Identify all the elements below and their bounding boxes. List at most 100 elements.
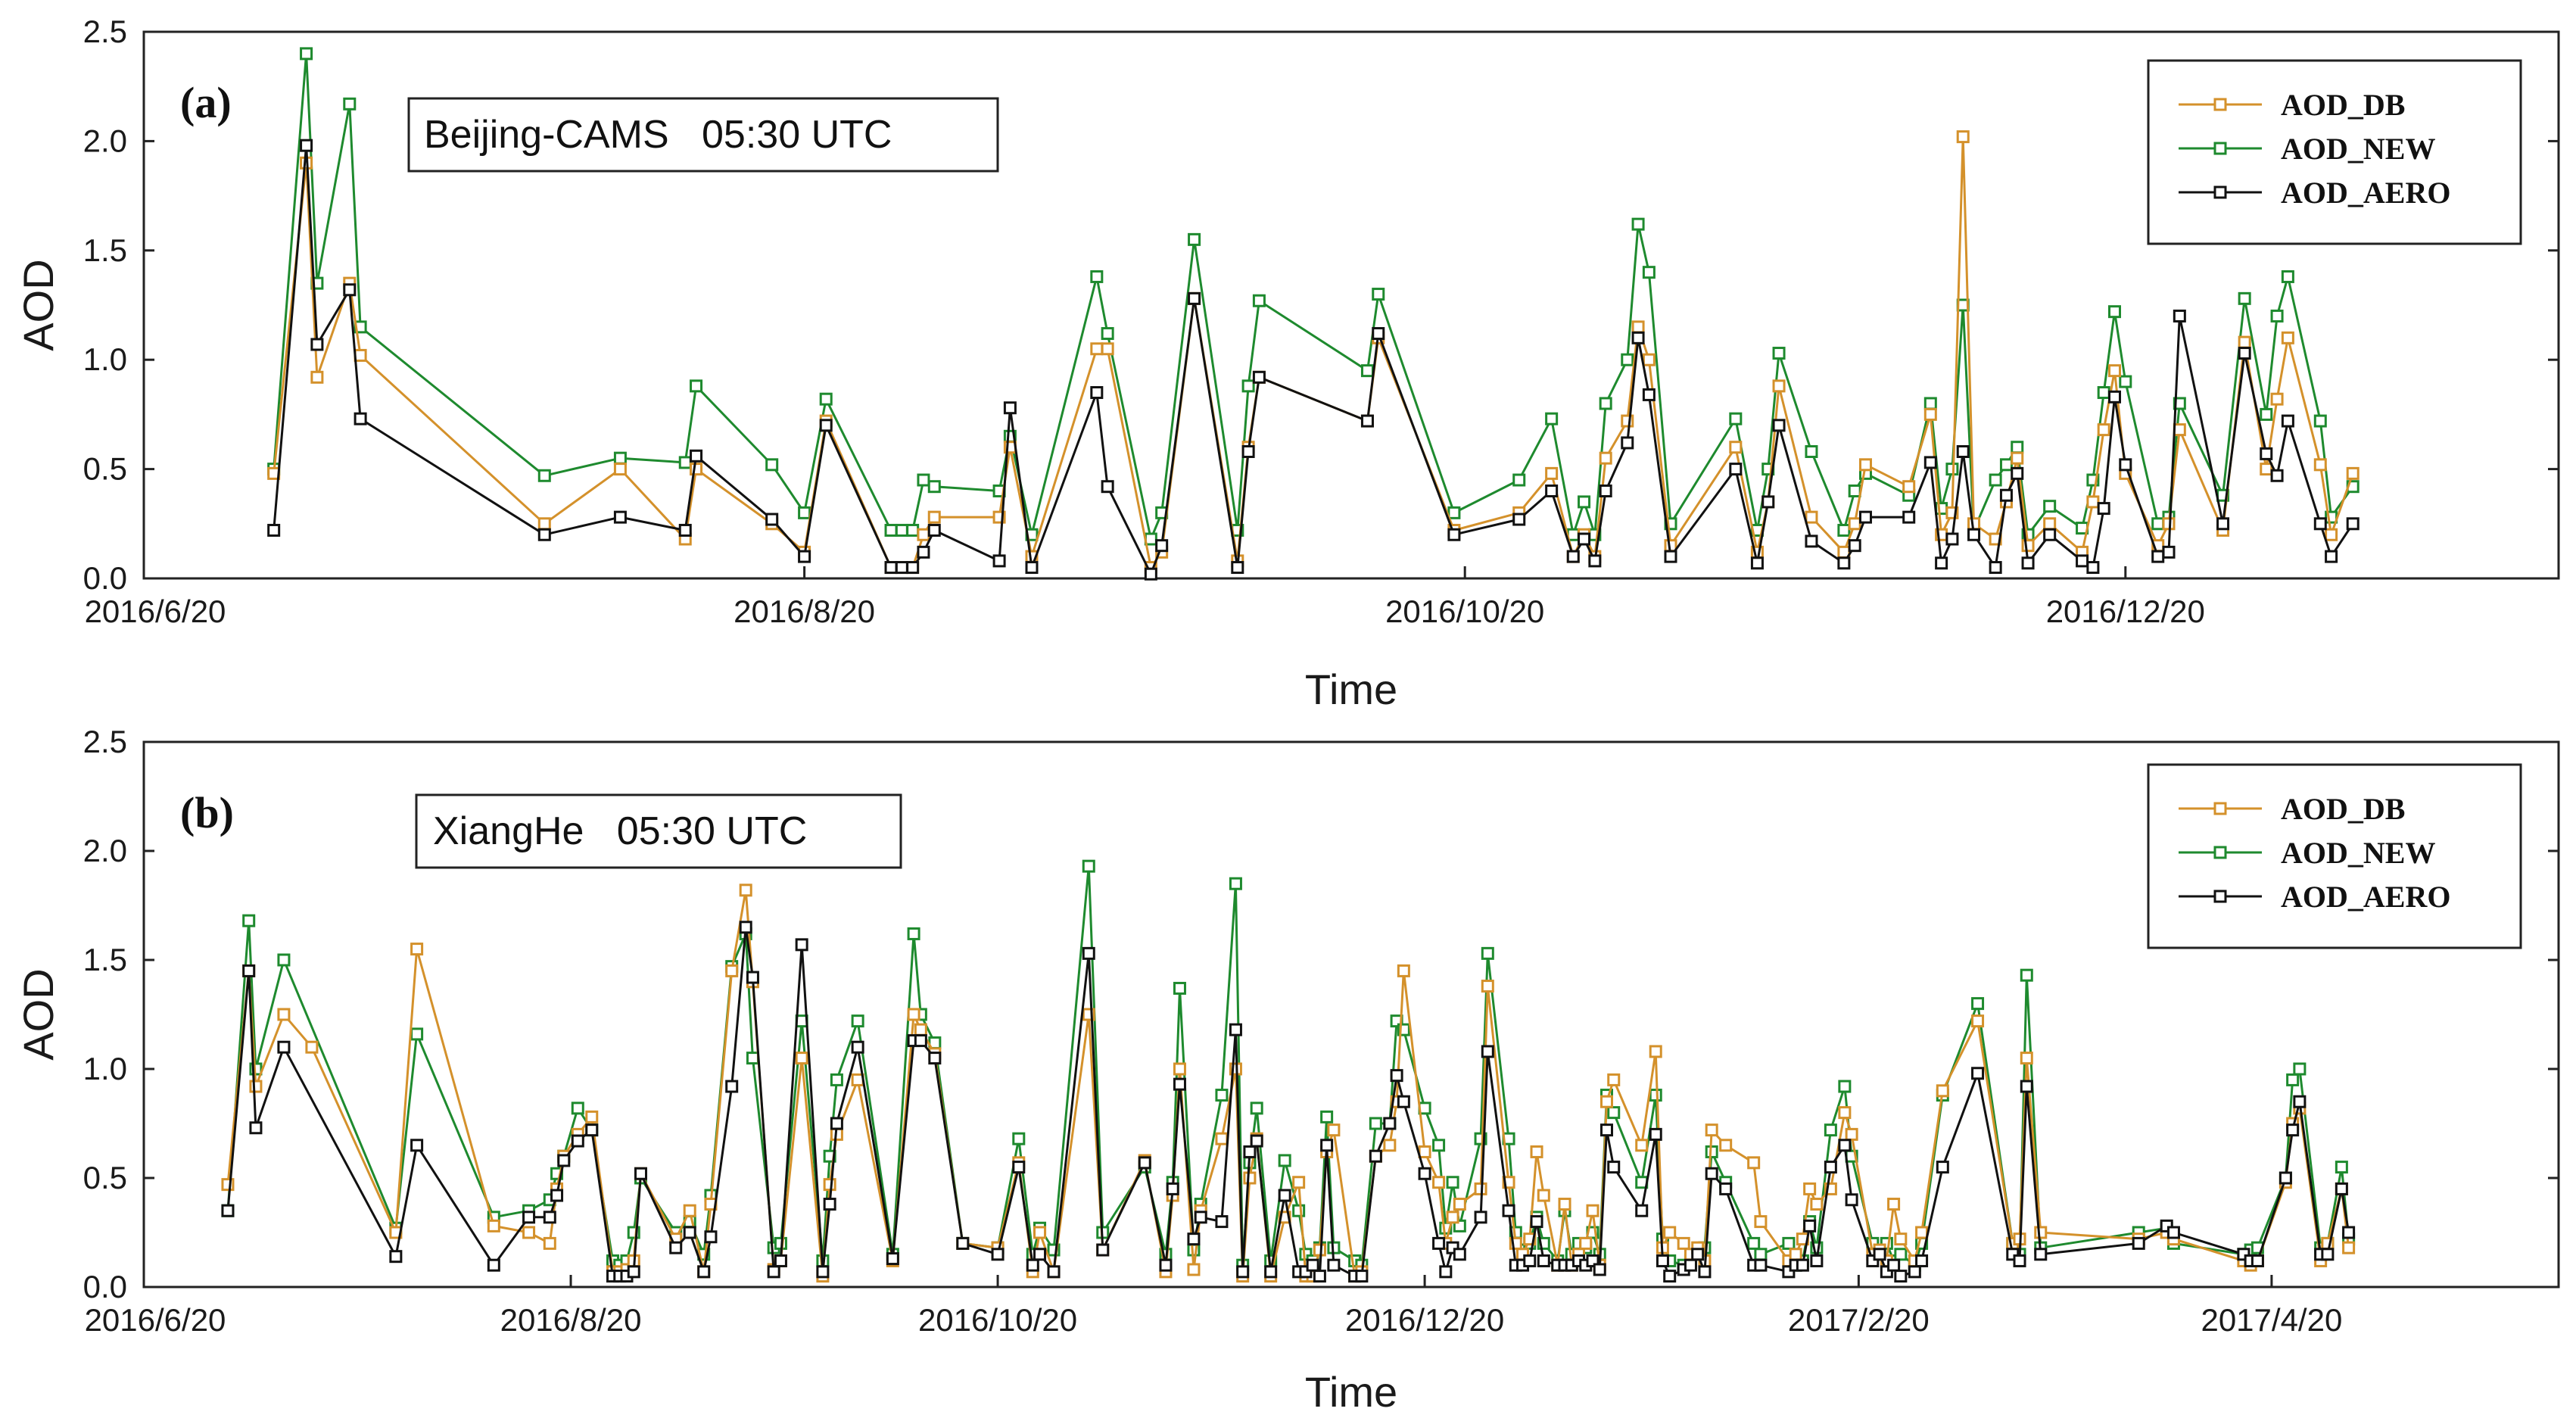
data-point bbox=[1936, 1161, 1949, 1174]
data-point bbox=[585, 1123, 599, 1137]
data-point bbox=[1236, 1265, 1250, 1279]
data-point bbox=[1838, 1080, 1852, 1093]
data-point bbox=[1848, 484, 1861, 497]
data-point bbox=[1138, 1156, 1151, 1170]
data-point bbox=[1243, 1171, 1257, 1185]
data-point bbox=[343, 283, 357, 297]
data-point bbox=[537, 517, 551, 531]
data-point bbox=[2151, 517, 2165, 531]
legend-a: AOD_DB AOD_NEW AOD_AERO bbox=[2147, 59, 2522, 245]
data-point bbox=[1782, 1236, 1796, 1250]
data-point bbox=[410, 943, 424, 956]
data-point bbox=[2107, 390, 2121, 404]
x-tick-label: 2016/12/20 bbox=[1345, 1302, 1504, 1338]
data-point bbox=[1894, 1232, 1908, 1246]
data-point bbox=[613, 463, 627, 476]
data-point bbox=[992, 554, 1006, 568]
data-point bbox=[917, 545, 930, 559]
data-point bbox=[2346, 517, 2360, 531]
legend-frame-a bbox=[2147, 59, 2522, 245]
data-point bbox=[543, 1236, 556, 1250]
data-point bbox=[1241, 444, 1255, 458]
data-point bbox=[1397, 1095, 1410, 1108]
data-point bbox=[1090, 270, 1104, 283]
data-point bbox=[1383, 1117, 1397, 1130]
y-tick-label: 1.0 bbox=[83, 341, 127, 377]
data-point bbox=[1599, 1095, 1613, 1108]
data-point bbox=[917, 473, 930, 487]
data-point bbox=[1278, 1154, 1291, 1167]
data-point bbox=[2151, 550, 2165, 563]
data-point bbox=[1229, 1023, 1242, 1036]
data-point bbox=[1306, 1258, 1319, 1272]
data-point bbox=[1252, 370, 1266, 384]
x-axis-a: 2016/6/20 2016/8/20 2016/10/20 2016/12/20 bbox=[85, 566, 2205, 629]
data-point bbox=[354, 348, 367, 362]
data-point bbox=[1642, 353, 1656, 366]
data-point bbox=[1447, 528, 1461, 541]
data-point bbox=[1530, 1145, 1543, 1158]
x-tick-label: 2016/10/20 bbox=[1385, 594, 1544, 629]
data-point bbox=[1631, 320, 1645, 334]
data-point bbox=[690, 463, 703, 476]
data-point bbox=[2335, 1161, 2348, 1174]
data-point bbox=[1719, 1139, 1733, 1152]
data-point bbox=[1967, 528, 1981, 541]
data-point bbox=[487, 1219, 500, 1232]
data-point bbox=[1264, 1265, 1278, 1279]
data-point bbox=[2250, 1254, 2264, 1267]
data-point bbox=[1390, 1069, 1403, 1083]
data-point bbox=[725, 964, 739, 977]
data-point bbox=[1663, 1226, 1677, 1239]
data-point bbox=[956, 1236, 970, 1250]
legend-label: AOD_NEW bbox=[2281, 132, 2435, 166]
data-point bbox=[343, 97, 357, 111]
data-point bbox=[410, 1139, 424, 1152]
station-label-b: XiangHe 05:30 UTC bbox=[433, 809, 807, 853]
data-point bbox=[1101, 480, 1114, 494]
data-point bbox=[242, 964, 256, 977]
data-point bbox=[683, 1226, 696, 1239]
y-axis-title-b: AOD bbox=[14, 968, 62, 1060]
data-point bbox=[739, 883, 752, 897]
data-point bbox=[1803, 1182, 1817, 1195]
data-point bbox=[1838, 1106, 1852, 1120]
data-point bbox=[1215, 1089, 1229, 1102]
data-point bbox=[914, 1034, 927, 1048]
data-point bbox=[1231, 561, 1244, 575]
data-point bbox=[277, 1040, 291, 1054]
data-point bbox=[678, 456, 692, 469]
data-point bbox=[277, 953, 291, 967]
data-point bbox=[2313, 517, 2327, 531]
data-point bbox=[305, 1040, 319, 1054]
y-tick-label: 1.0 bbox=[83, 1051, 127, 1086]
data-point bbox=[1989, 473, 2002, 487]
data-point bbox=[1858, 510, 1872, 524]
data-point bbox=[1243, 1145, 1257, 1158]
data-point bbox=[1082, 859, 1095, 873]
data-point bbox=[2238, 347, 2251, 360]
data-point bbox=[1545, 412, 1559, 425]
data-point bbox=[1796, 1258, 1809, 1272]
y-axis-title-a: AOD bbox=[14, 259, 62, 351]
legend-label: AOD_NEW bbox=[2281, 836, 2435, 870]
data-point bbox=[354, 412, 367, 425]
data-point bbox=[1096, 1243, 1110, 1257]
data-point bbox=[2260, 407, 2273, 421]
data-point bbox=[634, 1167, 647, 1180]
data-point bbox=[2086, 561, 2100, 575]
data-point bbox=[1481, 946, 1494, 960]
data-point bbox=[1894, 1248, 1908, 1261]
data-point bbox=[1750, 556, 1764, 570]
data-point bbox=[2011, 451, 2024, 465]
data-point bbox=[1545, 466, 1559, 480]
data-point bbox=[1848, 539, 1861, 553]
data-point bbox=[543, 1211, 556, 1224]
data-point bbox=[928, 1052, 942, 1065]
panel-label-b: (b) bbox=[180, 788, 234, 837]
data-point bbox=[2335, 1182, 2348, 1195]
series-aod-aero bbox=[267, 139, 2360, 581]
data-point bbox=[1607, 1106, 1621, 1120]
data-point bbox=[1545, 484, 1559, 497]
data-point bbox=[1649, 1127, 1662, 1141]
